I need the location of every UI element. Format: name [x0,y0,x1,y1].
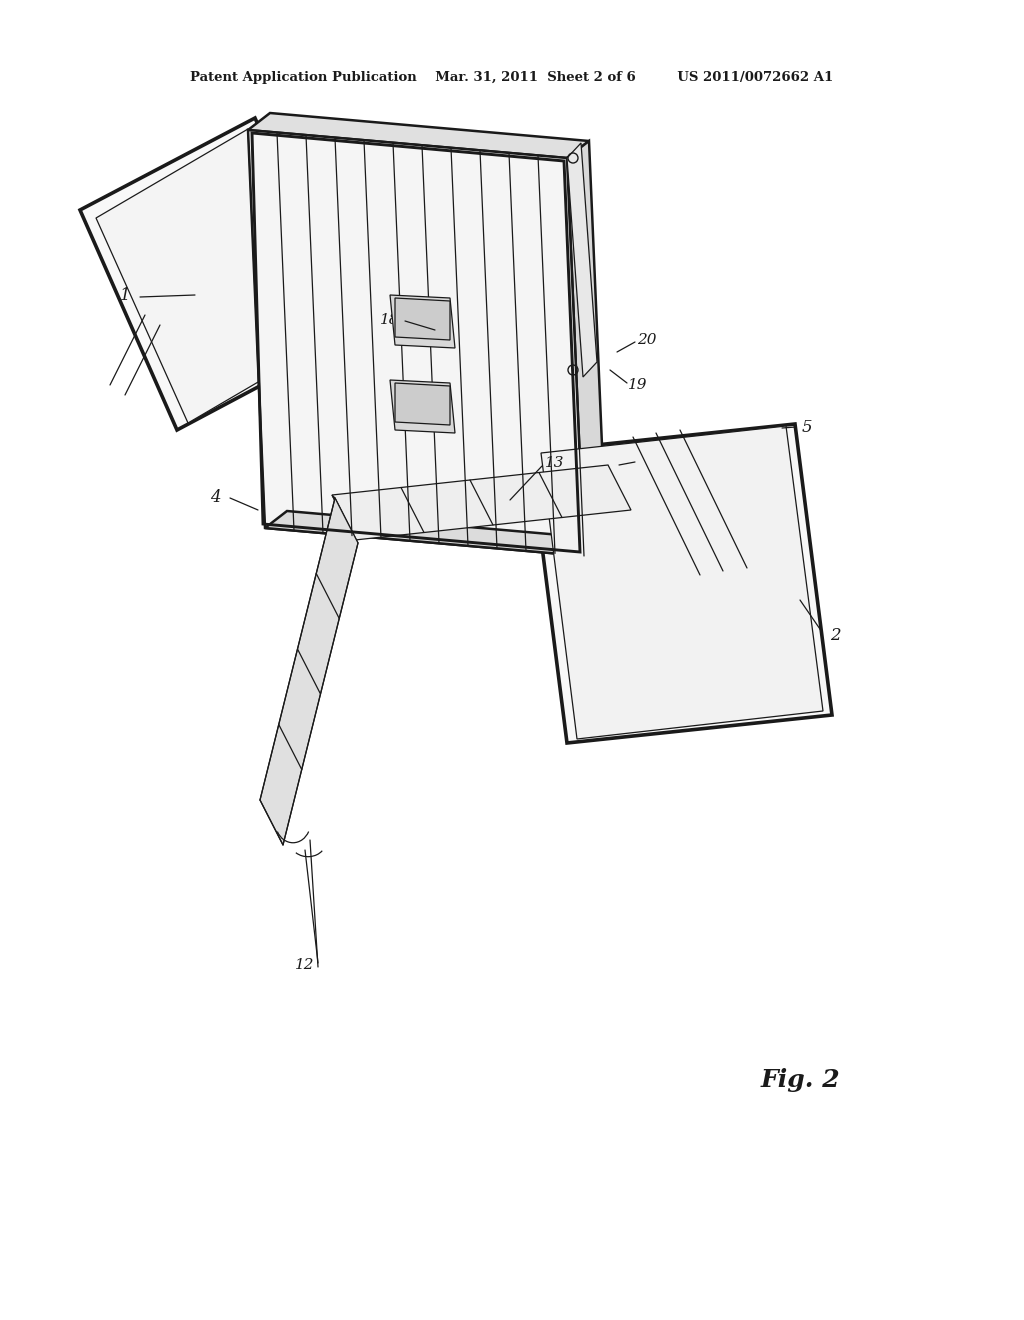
Polygon shape [260,498,358,845]
Text: 18: 18 [380,313,399,327]
Polygon shape [567,143,597,378]
Text: 5: 5 [802,418,812,436]
Text: Fig. 2: Fig. 2 [760,1068,840,1092]
Text: 4: 4 [210,490,220,507]
Polygon shape [567,141,606,556]
Polygon shape [541,426,823,739]
Text: Patent Application Publication    Mar. 31, 2011  Sheet 2 of 6         US 2011/00: Patent Application Publication Mar. 31, … [190,71,834,84]
Polygon shape [96,129,342,422]
Polygon shape [248,114,589,158]
Polygon shape [390,294,455,348]
Text: 1: 1 [120,286,130,304]
Text: 20: 20 [637,333,656,347]
Text: 13: 13 [545,455,565,470]
Polygon shape [530,424,831,743]
Polygon shape [390,380,455,433]
Polygon shape [332,495,358,543]
Polygon shape [395,383,450,425]
Text: 20: 20 [637,453,656,467]
Polygon shape [395,298,450,341]
Polygon shape [248,129,584,556]
Text: 2: 2 [829,627,841,644]
Polygon shape [332,465,631,540]
Polygon shape [80,117,352,430]
Text: 19: 19 [629,378,648,392]
Text: 12: 12 [295,958,314,972]
Polygon shape [265,511,606,556]
